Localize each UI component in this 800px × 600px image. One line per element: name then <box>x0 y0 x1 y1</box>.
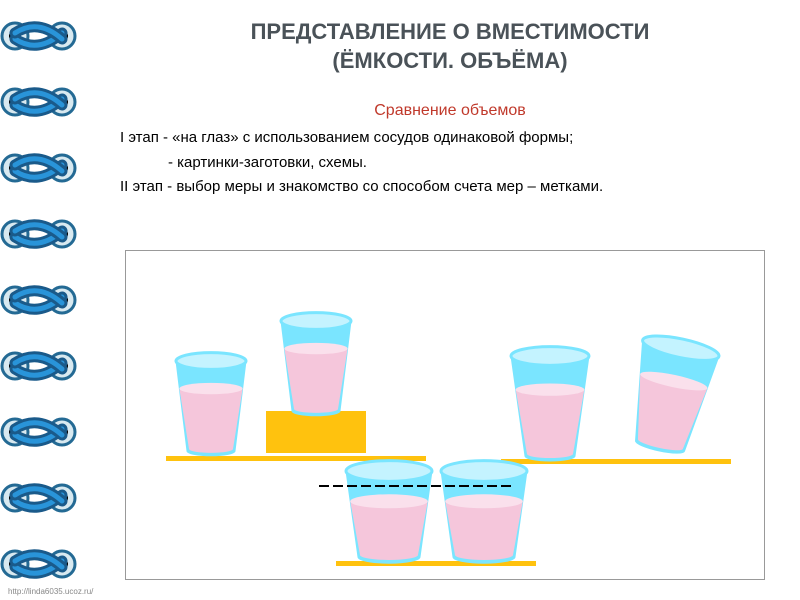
diagram-svg <box>126 251 766 581</box>
diagram-panel <box>125 250 765 580</box>
text-block: Сравнение объемов I этап - «на глаз» с и… <box>120 99 780 199</box>
title-line-2: (ЁМКОСТИ. ОБЪЁМА) <box>332 48 567 73</box>
body-line-2: - картинки-заготовки, схемы. <box>120 152 780 175</box>
spiral-binding <box>0 0 110 600</box>
body-line-3: II этап - выбор меры и знакомство со спо… <box>146 176 780 199</box>
subtitle: Сравнение объемов <box>120 99 780 123</box>
content-area: ПРЕДСТАВЛЕНИЕ О ВМЕСТИМОСТИ (ЁМКОСТИ. ОБ… <box>120 18 780 201</box>
page-title: ПРЕДСТАВЛЕНИЕ О ВМЕСТИМОСТИ (ЁМКОСТИ. ОБ… <box>120 18 780 75</box>
title-line-1: ПРЕДСТАВЛЕНИЕ О ВМЕСТИМОСТИ <box>251 19 650 44</box>
dash-row <box>319 485 511 487</box>
body-line-1: I этап - «на глаз» с использованием сосу… <box>146 127 780 150</box>
